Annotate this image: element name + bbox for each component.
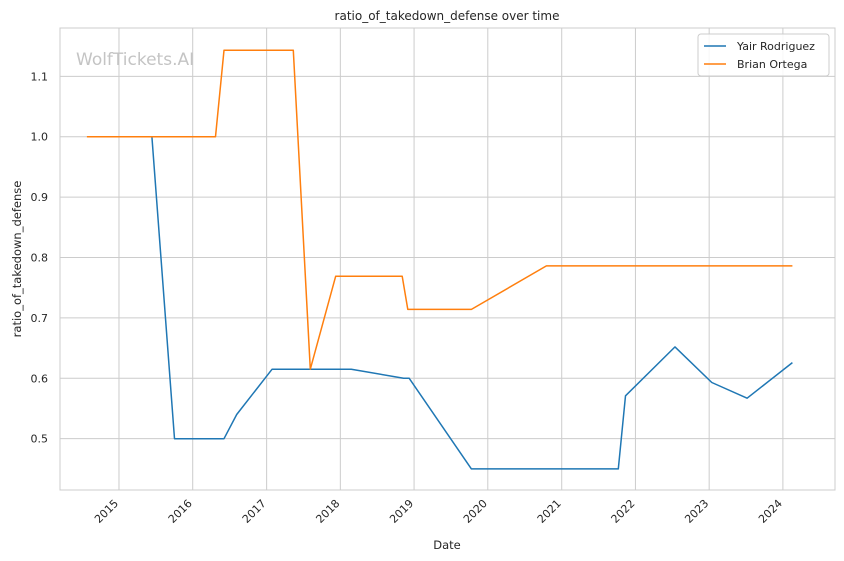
watermark-text: WolfTickets.AI — [76, 50, 194, 70]
y-tick-label: 0.8 — [31, 251, 49, 264]
y-axis-ticks: 0.5 0.6 0.7 0.8 0.9 1.0 1.1 — [31, 70, 49, 445]
x-tick-label: 2020 — [461, 497, 490, 526]
chart-title: ratio_of_takedown_defense over time — [335, 9, 560, 23]
x-tick-label: 2017 — [240, 497, 269, 526]
y-tick-label: 0.5 — [31, 433, 49, 446]
x-tick-label: 2018 — [313, 497, 342, 526]
y-axis-label: ratio_of_takedown_defense — [10, 181, 24, 338]
series-lines — [86, 49, 793, 470]
y-tick-label: 0.9 — [31, 191, 49, 204]
y-tick-label: 1.0 — [31, 131, 49, 144]
plot-area — [60, 28, 835, 490]
y-tick-label: 0.7 — [31, 312, 49, 325]
x-axis-label: Date — [433, 538, 461, 552]
x-tick-label: 2023 — [682, 497, 711, 526]
plot-border — [59, 27, 836, 491]
x-tick-label: 2015 — [92, 497, 121, 526]
y-tick-label: 1.1 — [31, 70, 49, 83]
legend-box — [697, 33, 830, 77]
x-tick-label: 2016 — [166, 497, 195, 526]
series-line-brian-ortega — [86, 49, 793, 370]
legend-label: Brian Ortega — [737, 58, 807, 71]
series-line-yair-rodriguez — [108, 135, 793, 470]
x-tick-label: 2019 — [387, 497, 416, 526]
legend: Yair Rodriguez Brian Ortega — [697, 33, 830, 77]
x-tick-label: 2022 — [609, 497, 638, 526]
x-tick-label: 2024 — [756, 497, 785, 526]
y-tick-label: 0.6 — [31, 372, 49, 385]
legend-label: Yair Rodriguez — [736, 40, 815, 53]
x-axis-ticks: 2015 2016 2017 2018 2019 2020 2021 2022 2023 2024 — [92, 497, 785, 526]
x-tick-label: 2021 — [535, 497, 564, 526]
